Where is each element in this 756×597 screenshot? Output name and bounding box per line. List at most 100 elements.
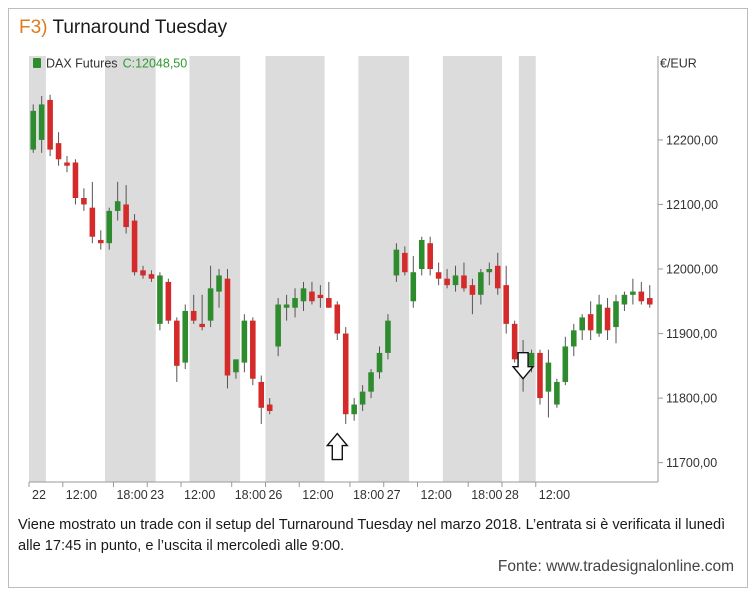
candle-body — [106, 210, 113, 244]
candle-body — [207, 288, 214, 321]
candle — [570, 323, 577, 357]
candle — [359, 385, 366, 411]
candle-body — [190, 310, 197, 321]
candle — [241, 314, 248, 373]
candle-body — [300, 288, 307, 302]
candle — [630, 278, 636, 305]
candle — [604, 298, 611, 340]
candlestick-chart: 11700,00 11800,00 11900,00 12000,00 12100,00… — [28, 56, 718, 502]
currency-label: €/EUR — [660, 57, 697, 71]
candle — [562, 336, 569, 386]
x-tick-label: 26 — [268, 488, 282, 502]
candle-body — [241, 320, 248, 363]
candle-body — [157, 275, 163, 324]
figure-source: Fonte: www.tradesignalonline.com — [497, 558, 734, 575]
candle-body — [494, 265, 501, 289]
candle — [646, 285, 653, 308]
y-tick-label: 12000,00 — [666, 263, 718, 277]
session-shade — [29, 56, 46, 482]
candle-body — [579, 317, 585, 331]
candle-body — [418, 239, 425, 269]
candle — [123, 185, 129, 234]
session-shades — [29, 56, 536, 482]
x-axis: 22 12:00 18:00 23 12:00 18:00 26 12:00 18:00 27 12… — [28, 482, 570, 502]
figure-title-text: Turnaround Tuesday — [52, 17, 228, 38]
candle-body — [537, 352, 543, 399]
candle — [224, 269, 231, 389]
candle — [250, 317, 256, 386]
candle — [131, 214, 138, 276]
candle — [596, 294, 602, 337]
candle-body — [216, 275, 222, 292]
x-tick-label: 18:00 — [235, 488, 266, 502]
candle-body — [47, 99, 53, 150]
candle-body — [646, 298, 653, 305]
candle-body — [148, 274, 155, 279]
candle-body — [621, 294, 628, 305]
legend: DAX Futures C:12048,50 — [33, 57, 187, 71]
candle-body — [81, 198, 87, 205]
y-tick-label: 12100,00 — [666, 198, 718, 212]
candle-body — [292, 298, 298, 308]
candle — [393, 243, 400, 282]
candle-body — [452, 275, 459, 286]
candle-body — [114, 201, 121, 211]
candle-body — [376, 352, 383, 373]
candle-body — [368, 372, 374, 392]
x-tick-label: 23 — [150, 488, 164, 502]
candle — [334, 301, 341, 340]
candle-body — [427, 243, 433, 269]
candle-body — [131, 220, 138, 273]
candle — [140, 265, 146, 279]
candle — [494, 252, 501, 295]
candle — [148, 270, 155, 282]
candle-body — [89, 207, 96, 237]
candle — [554, 378, 560, 408]
session-shade — [189, 56, 241, 482]
candle — [342, 327, 349, 424]
candle-body — [174, 320, 180, 366]
candle — [182, 304, 189, 370]
session-shade — [442, 56, 502, 482]
candle-body — [317, 294, 324, 299]
candle — [545, 349, 552, 418]
candle — [486, 262, 493, 286]
x-tick-label: 12:00 — [66, 488, 97, 502]
y-tick-label: 12200,00 — [666, 133, 718, 147]
candle — [376, 346, 383, 379]
candle-body — [64, 162, 70, 166]
candle — [402, 246, 408, 276]
x-tick-label: 18:00 — [471, 488, 502, 502]
x-tick-label: 22 — [32, 488, 46, 502]
candle-body — [55, 143, 62, 160]
y-tick-label: 11700,00 — [666, 456, 717, 470]
candle-body — [351, 404, 357, 415]
candle — [503, 265, 509, 334]
candle-body — [266, 404, 273, 411]
candle-body — [596, 304, 602, 334]
candle — [216, 269, 222, 308]
candle — [89, 181, 96, 244]
candle-body — [250, 320, 256, 379]
session-shade — [265, 56, 325, 482]
candle — [587, 301, 594, 340]
candle — [326, 281, 332, 308]
candle — [190, 294, 197, 324]
candle-body — [630, 291, 636, 295]
candle — [207, 265, 214, 328]
candle — [266, 398, 273, 415]
candle — [165, 278, 172, 324]
candle — [427, 236, 433, 276]
candle-body — [410, 272, 417, 302]
candle-body — [359, 391, 366, 405]
candle-body — [554, 381, 560, 405]
candle — [435, 262, 442, 286]
candle — [233, 359, 239, 379]
candle — [174, 317, 180, 382]
candle-body — [469, 285, 476, 295]
candle-body — [444, 278, 450, 286]
candle-body — [199, 323, 205, 328]
candle-body — [402, 252, 408, 273]
x-tick-label: 18:00 — [353, 488, 384, 502]
candle — [106, 207, 113, 250]
